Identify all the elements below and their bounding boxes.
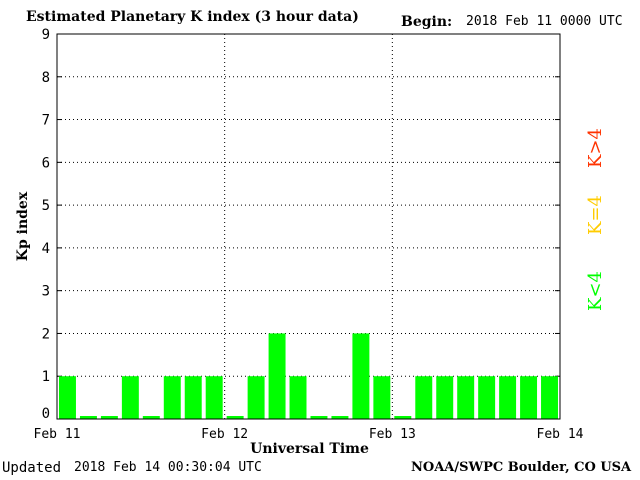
chart-title: Estimated Planetary K index (3 hour data… xyxy=(26,9,359,25)
kp-bar xyxy=(184,376,202,419)
x-tick-label: Feb 12 xyxy=(201,427,248,442)
kp-bar xyxy=(226,416,244,419)
y-tick-label: 1 xyxy=(42,369,50,385)
kp-bar xyxy=(163,376,181,419)
kp-bar xyxy=(205,376,223,419)
kp-bar xyxy=(121,376,139,419)
plot-frame xyxy=(56,33,561,420)
y-tick-label: 7 xyxy=(42,113,50,129)
x-tick-label: Feb 11 xyxy=(34,427,81,442)
kp-bar xyxy=(352,333,370,419)
legend-entry: K=4 xyxy=(585,195,606,235)
begin-value: 2018 Feb 11 0000 UTC xyxy=(466,14,623,29)
y-tick-label: 5 xyxy=(42,198,50,214)
x-axis-label: Universal Time xyxy=(250,441,369,457)
kp-bar xyxy=(478,376,496,419)
kp-bar xyxy=(541,376,558,419)
x-tick-label: Feb 13 xyxy=(369,427,416,442)
credit-text: NOAA/SWPC Boulder, CO USA xyxy=(411,460,632,475)
kp-bar xyxy=(373,376,391,419)
kp-bar xyxy=(415,376,433,419)
kp-bar xyxy=(247,376,265,419)
kp-bar xyxy=(142,416,160,419)
y-tick-label: 3 xyxy=(42,284,50,300)
legend-entry: K<4 xyxy=(585,271,606,311)
y-tick-label: 4 xyxy=(42,241,50,257)
kp-bar xyxy=(436,376,454,419)
kp-bar xyxy=(79,416,97,419)
y-tick-label: 8 xyxy=(42,70,50,86)
y-tick-label: 6 xyxy=(42,155,50,171)
y-axis-label: Kp index xyxy=(15,191,31,261)
kp-bar xyxy=(457,376,475,419)
y-tick-label: 9 xyxy=(42,27,50,43)
x-tick-label: Feb 14 xyxy=(537,427,584,442)
updated-label: Updated xyxy=(2,460,62,476)
kp-bar xyxy=(394,416,412,419)
legend-entry: K>4 xyxy=(585,128,606,168)
y-tick-label: 0 xyxy=(42,406,50,422)
kp-bar xyxy=(268,333,286,419)
kp-bar xyxy=(310,416,328,419)
kp-bar xyxy=(331,416,349,419)
begin-label: Begin: xyxy=(401,14,453,30)
kp-bar xyxy=(59,376,76,419)
kp-bar xyxy=(289,376,307,419)
kp-bar xyxy=(100,416,118,419)
kp-bar xyxy=(520,376,538,419)
kp-bar xyxy=(499,376,517,419)
y-tick-label: 2 xyxy=(42,326,50,342)
updated-value: 2018 Feb 14 00:30:04 UTC xyxy=(74,460,262,475)
